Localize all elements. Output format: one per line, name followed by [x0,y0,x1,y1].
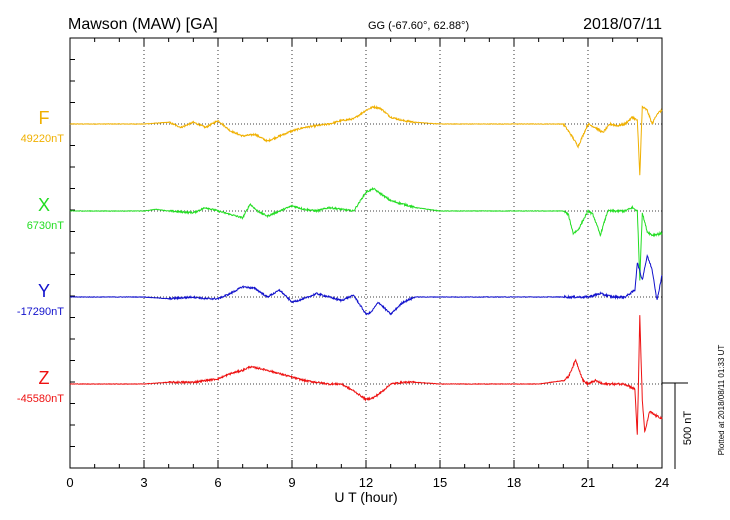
station-title: Mawson (MAW) [GA] [68,16,218,33]
x-tick-label: 9 [288,475,295,490]
series-name-z: Z [39,368,50,388]
series-line-z [69,315,663,435]
x-tick-label: 3 [140,475,147,490]
series-line-y [69,254,663,316]
series-name-x: X [38,195,50,215]
x-tick-label: 6 [214,475,221,490]
scale-bar-label: 500 nT [682,411,694,446]
x-tick-label: 15 [433,475,447,490]
series-baseline-f: 49220nT [21,133,65,145]
grid-lines [143,38,589,468]
series-group [69,104,663,435]
axis-ticks [69,38,663,468]
series-name-f: F [39,108,50,128]
scale-bar: 500 nT [662,382,694,469]
date-label: 2018/07/11 [583,16,662,33]
series-line-x [69,186,663,281]
series-baseline-y: -17290nT [17,306,64,318]
x-tick-label: 18 [507,475,521,490]
x-tick-label: 24 [655,475,669,490]
series-labels: F 49220nT X 6730nT Y -17290nT Z -45580nT [17,108,64,405]
coordinates-label: GG (-67.60°, 62.88°) [368,20,469,32]
series-baseline-z: -45580nT [17,393,64,405]
x-axis-label: U T (hour) [334,489,397,505]
x-tick-label: 12 [359,475,373,490]
series-line-f [69,104,663,176]
x-tick-labels: 0 3 6 9 12 15 18 21 24 [66,475,669,490]
series-baseline-x: 6730nT [27,220,65,232]
x-tick-label: 21 [581,475,595,490]
x-tick-label: 0 [66,475,73,490]
series-name-y: Y [38,281,50,301]
plotted-at-note: Plotted at 2018/08/11 01:33 UT [717,345,726,456]
